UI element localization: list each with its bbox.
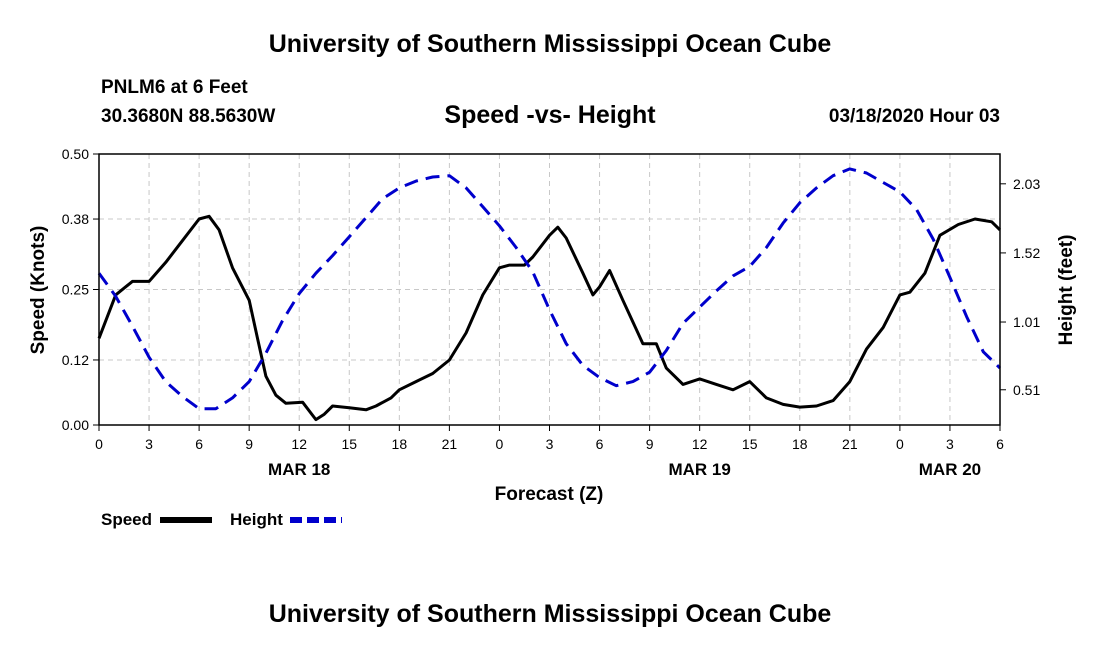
x-tick-label: 6 — [996, 436, 1004, 452]
legend: Speed Height — [101, 510, 342, 529]
y-axis-label: Speed (Knots) — [28, 226, 49, 355]
y2-axis-label: Height (feet) — [1056, 235, 1077, 346]
date-label: MAR 20 — [919, 460, 981, 479]
x-tick-label: 15 — [742, 436, 758, 452]
x-tick-label: 15 — [341, 436, 357, 452]
y2-tick-label: 1.01 — [1013, 314, 1040, 330]
x-tick-label: 9 — [245, 436, 253, 452]
x-tick-label: 6 — [596, 436, 604, 452]
x-tick-label: 3 — [145, 436, 153, 452]
series-layer — [97, 167, 1002, 422]
legend-label-speed: Speed — [101, 510, 152, 529]
x-tick-label: 0 — [896, 436, 904, 452]
forecast-date: 03/18/2020 Hour 03 — [828, 106, 1000, 127]
legend-label-height: Height — [230, 510, 283, 529]
height-series-line — [97, 167, 1002, 411]
x-tick-label: 12 — [291, 436, 307, 452]
x-tick-label: 21 — [842, 436, 858, 452]
grid-lines — [99, 154, 1000, 425]
x-tick-label: 6 — [195, 436, 203, 452]
x-axis-label: Forecast (Z) — [495, 484, 604, 505]
y-tick-label: 0.00 — [62, 417, 89, 433]
y-tick-label: 0.25 — [62, 282, 89, 298]
x-tick-label: 18 — [792, 436, 808, 452]
y2-tick-label: 2.03 — [1013, 176, 1040, 192]
x-tick-label: 0 — [496, 436, 504, 452]
x-tick-label: 18 — [392, 436, 408, 452]
y-tick-label: 0.38 — [62, 211, 89, 227]
y2-tick-label: 0.51 — [1013, 382, 1040, 398]
y-tick-label: 0.12 — [62, 352, 89, 368]
speed-series-line — [97, 214, 1002, 422]
date-label: MAR 19 — [668, 460, 730, 479]
date-label: MAR 18 — [268, 460, 330, 479]
x-tick-label: 3 — [946, 436, 954, 452]
axis-ticks: 0 3 6 9 12 15 18 21 0 3 6 9 12 15 18 21 0 3 6 MAR 18 MAR 19 M… — [62, 146, 1041, 479]
chart-title: Speed -vs- Height — [444, 101, 656, 129]
y-tick-label: 0.50 — [62, 146, 89, 162]
x-tick-label: 9 — [646, 436, 654, 452]
station-coordinates: 30.3680N 88.5630W — [101, 106, 276, 127]
bottom-title: University of Southern Mississippi Ocean… — [268, 600, 832, 628]
x-tick-label: 3 — [546, 436, 554, 452]
station-name: PNLM6 at 6 Feet — [101, 77, 248, 98]
y2-tick-label: 1.52 — [1013, 245, 1040, 261]
x-tick-label: 21 — [442, 436, 458, 452]
top-title: University of Southern Mississippi Ocean… — [268, 30, 832, 58]
x-tick-label: 12 — [692, 436, 708, 452]
x-tick-label: 0 — [95, 436, 103, 452]
